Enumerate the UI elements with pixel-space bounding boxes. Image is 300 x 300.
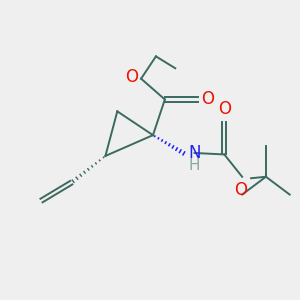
Text: N: N xyxy=(188,144,200,162)
Text: O: O xyxy=(125,68,138,86)
Text: O: O xyxy=(218,100,231,118)
Text: O: O xyxy=(234,181,247,199)
Text: O: O xyxy=(201,91,214,109)
Text: H: H xyxy=(188,158,200,173)
